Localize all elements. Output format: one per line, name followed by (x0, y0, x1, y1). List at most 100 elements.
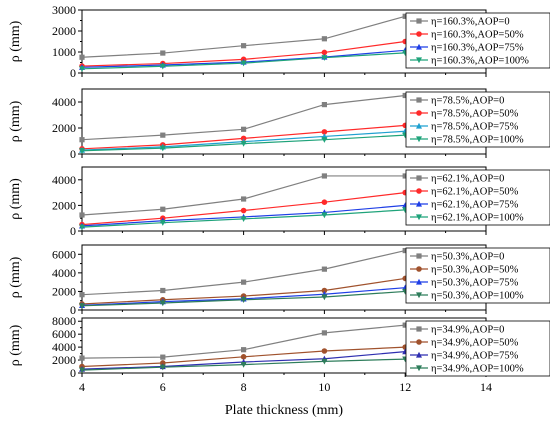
legend-label-2: η=50.3%,AOP=50% (431, 265, 519, 276)
data-point-series-2 (321, 129, 328, 135)
panel-3: 0 2000 4000 ρ (mm) η=62.1%,AOP=0 η=62.1%,AOP=… (8, 166, 550, 238)
data-point-series-4 (321, 358, 328, 365)
data-point-series-4 (159, 220, 166, 226)
x-tick-label: 10 (318, 380, 330, 394)
data-point-series-1 (160, 132, 166, 138)
legend-marker (416, 365, 422, 372)
data-point-series-1 (402, 322, 408, 328)
data-point-series-1 (241, 279, 247, 285)
y-tick-label: 4000 (52, 266, 76, 280)
y-tick-label: 2000 (52, 121, 76, 135)
data-point-series-1 (402, 92, 408, 99)
legend-marker (416, 110, 422, 116)
series-line-1 (81, 15, 406, 58)
data-point-series-1 (160, 287, 166, 294)
data-point-series-4 (321, 294, 328, 301)
legend-label-3: η=34.9%,AOP=75% (431, 351, 519, 362)
legend-box (405, 169, 550, 226)
data-point-series-4 (79, 367, 85, 374)
data-point-series-1 (79, 212, 85, 218)
legend-marker (416, 339, 422, 345)
legend-label-2: η=62.1%,AOP=50% (431, 187, 519, 198)
data-point-series-1 (321, 102, 327, 108)
y-axis-title: ρ (mm) (8, 178, 23, 220)
y-tick-label: 0 (70, 224, 76, 238)
legend-label-2: η=160.3%,AOP=50% (431, 30, 524, 41)
data-point-series-2 (321, 199, 328, 205)
legend-label-3: η=78.5%,AOP=75% (431, 122, 519, 133)
legend-label-4: η=78.5%,AOP=100% (431, 135, 524, 146)
legend-marker (416, 292, 422, 299)
data-point-series-2 (321, 348, 328, 354)
legend-label-1: η=160.3%,AOP=0 (431, 17, 510, 28)
panel-4: 0 2000 4000 6000 ρ (mm) η=50.3%,AOP=0 η=50.3%,… (8, 244, 550, 317)
data-point-series-4 (79, 224, 85, 231)
y-tick-label: 6000 (52, 327, 76, 341)
legend-marker (416, 136, 422, 143)
legend-box (405, 91, 550, 148)
data-point-series-4 (79, 148, 85, 154)
legend-label-2: η=78.5%,AOP=50% (431, 109, 519, 120)
data-point-series-4 (240, 141, 247, 147)
legend-label-4: η=50.3%,AOP=100% (431, 291, 524, 302)
data-point-series-4 (240, 216, 247, 223)
y-tick-label: 3000 (52, 3, 76, 17)
x-tick-label: 12 (399, 380, 411, 394)
data-point-series-1 (241, 43, 247, 49)
data-point-series-4 (321, 137, 328, 143)
data-point-series-1 (241, 347, 247, 353)
data-point-series-2 (321, 49, 328, 56)
legend-marker (416, 266, 422, 272)
x-tick-label: 6 (160, 380, 166, 394)
data-point-series-4 (321, 212, 328, 219)
y-tick-label: 1000 (52, 45, 76, 59)
legend-marker (416, 31, 422, 37)
legend-box (405, 12, 550, 69)
data-point-series-1 (160, 50, 166, 56)
legend-marker (416, 57, 422, 64)
legend-box (405, 247, 550, 304)
legend-marker (416, 188, 422, 194)
y-tick-label: 2000 (52, 198, 76, 212)
data-point-series-4 (240, 297, 247, 303)
y-axis-title: ρ (mm) (8, 100, 23, 142)
data-point-series-1 (321, 36, 327, 42)
legend-label-3: η=50.3%,AOP=75% (431, 278, 519, 289)
data-point-series-1 (321, 173, 327, 179)
series-line-1 (81, 94, 406, 141)
y-tick-label: 6000 (52, 247, 76, 261)
legend-marker (416, 18, 422, 24)
data-point-series-1 (160, 206, 166, 212)
y-tick-label: 8000 (52, 314, 76, 328)
panel-1: 0 1000 2000 3000 ρ (mm) η=160.3%,AOP=0 η=160.3… (8, 3, 550, 80)
data-point-series-2 (240, 135, 247, 142)
legend-label-4: η=160.3%,AOP=100% (431, 56, 529, 67)
legend-marker (416, 326, 422, 332)
y-tick-label: 0 (70, 366, 76, 380)
y-tick-label: 0 (70, 66, 76, 80)
y-axis-title: ρ (mm) (8, 324, 23, 366)
legend-marker (416, 253, 422, 259)
legend-label-1: η=50.3%,AOP=0 (431, 252, 504, 263)
data-point-series-1 (160, 354, 166, 360)
data-point-series-4 (79, 66, 85, 72)
y-tick-label: 0 (70, 303, 76, 317)
x-tick-label: 8 (241, 380, 247, 394)
legend-label-1: η=62.1%,AOP=0 (431, 174, 504, 185)
data-point-series-2 (321, 287, 328, 294)
legend-box (405, 320, 550, 377)
data-point-series-1 (79, 137, 85, 143)
legend-label-1: η=78.5%,AOP=0 (431, 96, 504, 107)
series-line-1 (81, 324, 406, 359)
legend-marker (416, 351, 422, 358)
legend-label-3: η=160.3%,AOP=75% (431, 43, 524, 54)
data-point-series-4 (321, 55, 328, 61)
y-tick-label: 4000 (52, 95, 76, 109)
y-axis-title: ρ (mm) (8, 20, 23, 62)
legend-label-3: η=62.1%,AOP=75% (431, 200, 519, 211)
data-point-series-2 (160, 360, 166, 366)
data-point-series-1 (402, 173, 408, 179)
y-tick-label: 2000 (52, 353, 76, 367)
